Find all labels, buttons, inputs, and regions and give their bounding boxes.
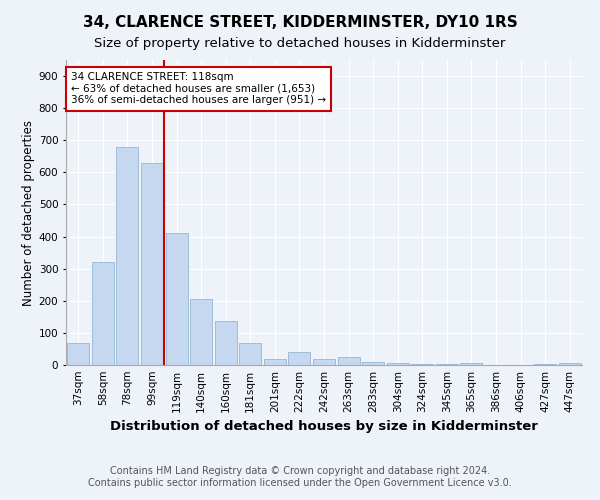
Bar [411,364,433,365]
Bar [362,362,384,365]
Bar [215,320,237,365]
Bar [338,357,359,365]
Bar [436,364,458,365]
Text: 34, CLARENCE STREET, KIDDERMINSTER, DY10 1RS: 34, CLARENCE STREET, KIDDERMINSTER, DY10… [83,15,517,30]
Bar [92,262,114,365]
Bar [116,146,139,365]
Bar [313,358,335,365]
Bar [190,299,212,365]
Bar [67,342,89,365]
Bar [141,162,163,365]
Bar [166,234,188,365]
Bar [386,364,409,365]
Text: Contains HM Land Registry data © Crown copyright and database right 2024.
Contai: Contains HM Land Registry data © Crown c… [88,466,512,487]
Bar [239,343,262,365]
Bar [559,364,581,365]
Bar [460,364,482,365]
Text: 34 CLARENCE STREET: 118sqm
← 63% of detached houses are smaller (1,653)
36% of s: 34 CLARENCE STREET: 118sqm ← 63% of deta… [71,72,326,106]
Bar [264,358,286,365]
Bar [289,352,310,365]
X-axis label: Distribution of detached houses by size in Kidderminster: Distribution of detached houses by size … [110,420,538,434]
Y-axis label: Number of detached properties: Number of detached properties [22,120,35,306]
Text: Size of property relative to detached houses in Kidderminster: Size of property relative to detached ho… [94,38,506,51]
Bar [534,364,556,365]
